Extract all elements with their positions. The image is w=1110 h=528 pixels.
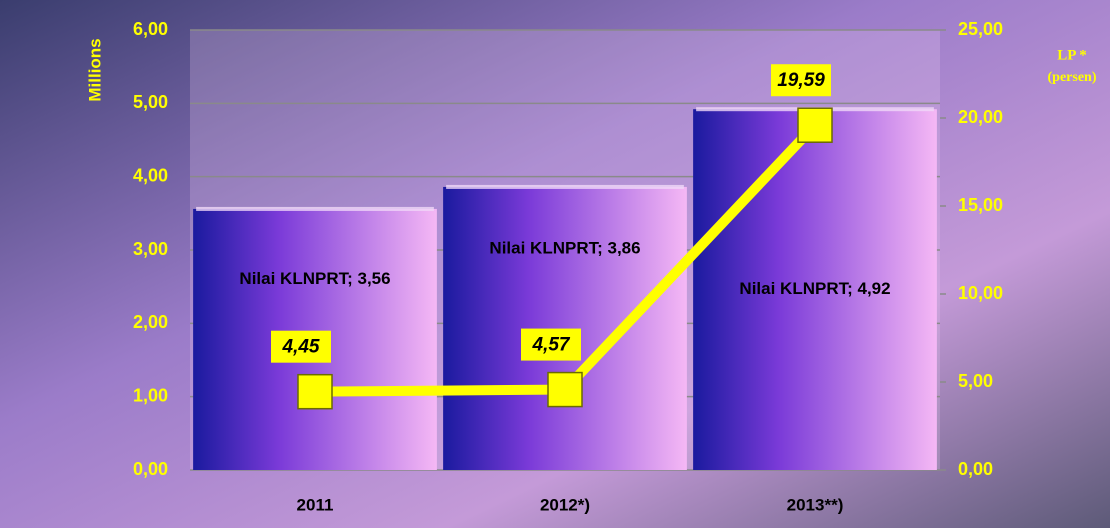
marker (797, 107, 833, 143)
y-tick-label: 1,00 (133, 385, 168, 405)
y2-tick-label: 0,00 (958, 459, 993, 479)
bar-label: Nilai KLNPRT; 4,92 (739, 279, 890, 298)
bar (693, 109, 937, 470)
bar (443, 186, 687, 470)
value-label-box (521, 328, 581, 361)
y2-tick-label: 5,00 (958, 371, 993, 391)
y2-axis-label: LP * (1057, 47, 1087, 63)
y2-tick-label: 15,00 (958, 195, 1003, 215)
value-label: 4,57 (532, 335, 571, 356)
y-tick-label: 0,00 (133, 459, 168, 479)
y2-tick-label: 20,00 (958, 107, 1003, 127)
value-label: 4,45 (282, 337, 320, 358)
x-tick-label: 2013**) (787, 495, 844, 514)
y2-tick-label: 10,00 (958, 283, 1003, 303)
value-label-box (771, 64, 831, 97)
marker (297, 373, 333, 410)
y2-tick-label: 25,00 (958, 19, 1003, 39)
x-tick-label: 2011 (297, 495, 334, 514)
y-tick-label: 6,00 (133, 19, 168, 39)
bar-top (196, 206, 434, 211)
x-tick-label: 2012*) (540, 495, 590, 514)
marker (547, 371, 583, 408)
y-tick-label: 3,00 (133, 239, 168, 259)
bar-label: Nilai KLNPRT; 3,86 (489, 239, 640, 258)
y-tick-label: 4,00 (133, 165, 168, 185)
bar-label: Nilai KLNPRT; 3,56 (239, 269, 390, 288)
y-tick-label: 5,00 (133, 92, 168, 112)
y-axis-label: Millions (85, 38, 104, 101)
y2-axis-label: (persen) (1048, 70, 1097, 85)
value-label: 19,59 (777, 70, 825, 91)
bar-top (446, 184, 684, 189)
value-label-box (271, 330, 331, 363)
y-tick-label: 2,00 (133, 312, 168, 332)
